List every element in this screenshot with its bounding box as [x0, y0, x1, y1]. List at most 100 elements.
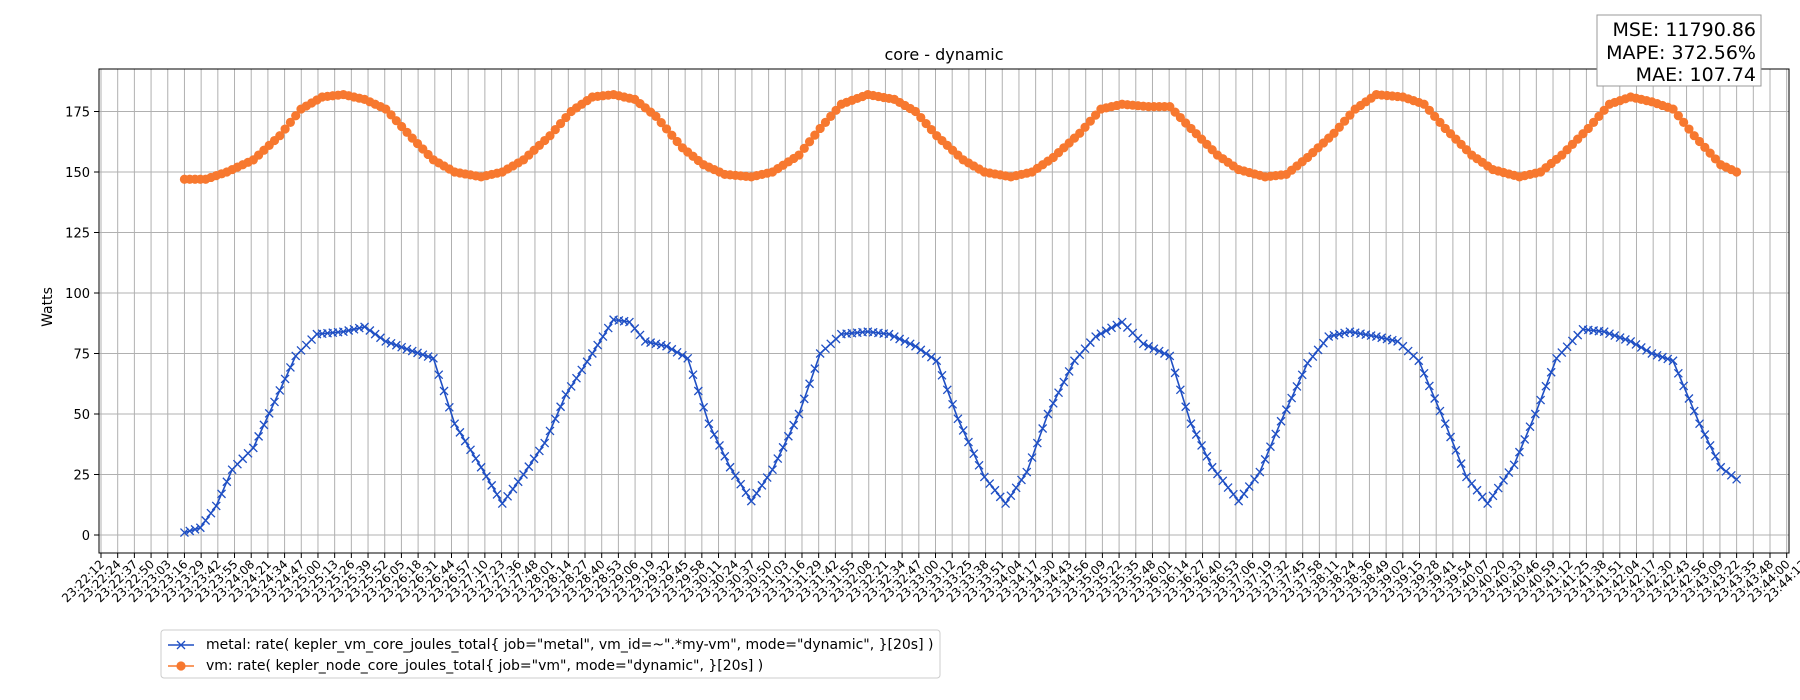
data-point: [1324, 332, 1334, 342]
data-point: [217, 489, 226, 499]
data-point: [1382, 334, 1392, 344]
data-point: [1101, 326, 1111, 336]
data-point: [1605, 329, 1614, 339]
data-point: [1138, 339, 1148, 349]
series-line: [184, 93, 1737, 181]
series-line: [184, 318, 1738, 534]
data-point: [1202, 451, 1212, 461]
data-point: [555, 119, 566, 129]
data-point: [1255, 467, 1265, 477]
data-point: [794, 150, 804, 160]
legend: metal: rate( kepler_vm_core_joules_total…: [160, 629, 941, 679]
data-point: [1244, 482, 1254, 492]
data-point: [778, 442, 788, 452]
data-point: [402, 127, 412, 137]
data-point: [1509, 460, 1519, 470]
data-point: [201, 516, 211, 525]
data-point: [1032, 438, 1042, 448]
data-point: [964, 437, 973, 447]
data-point: [1499, 475, 1508, 485]
data-point: [1022, 467, 1032, 477]
data-point: [995, 492, 1005, 502]
data-point: [222, 477, 232, 487]
data-point: [185, 526, 195, 536]
data-point: [360, 322, 370, 332]
data-point: [391, 340, 401, 350]
data-point: [1657, 352, 1667, 362]
data-point: [1006, 491, 1016, 501]
data-point: [810, 130, 820, 140]
data-point: [969, 449, 979, 459]
data-point: [1080, 122, 1090, 132]
data-point: [540, 438, 550, 448]
data-point: [1488, 491, 1498, 501]
data-point: [1329, 330, 1339, 340]
data-point: [905, 339, 915, 349]
data-point: [921, 349, 931, 358]
data-point: [1186, 419, 1196, 429]
data-point: [460, 436, 470, 446]
data-point: [1085, 116, 1095, 126]
data-point: [1345, 110, 1355, 120]
data-point: [1689, 406, 1699, 416]
data-point: [179, 528, 189, 538]
data-point: [1377, 333, 1387, 343]
data-point: [1684, 394, 1694, 403]
data-point: [291, 111, 301, 121]
data-point: [953, 414, 963, 424]
data-point: [1610, 331, 1620, 341]
data-point: [646, 338, 656, 348]
data-point: [1091, 110, 1101, 120]
data-point: [783, 431, 793, 441]
data-point: [958, 425, 968, 435]
data-point: [1541, 381, 1551, 391]
data-point: [603, 323, 613, 333]
data-point: [476, 462, 486, 472]
data-point: [910, 106, 921, 117]
data-point: [344, 326, 354, 335]
data-point: [418, 350, 428, 360]
data-point: [1334, 122, 1344, 132]
x-axis: 23:22:1223:22:2423:22:3723:22:5023:23:03…: [59, 553, 1800, 605]
data-point: [651, 339, 661, 349]
data-point: [1679, 381, 1689, 391]
data-point: [1313, 345, 1323, 355]
y-axis-label: Watts: [40, 287, 56, 327]
data-point: [1340, 328, 1350, 338]
data-point: [1091, 332, 1101, 342]
data-point: [1504, 468, 1514, 478]
data-point: [1424, 105, 1434, 115]
legend-line-vm: [168, 661, 194, 671]
data-point: [1536, 395, 1546, 405]
data-point: [1483, 499, 1493, 508]
data-point: [661, 124, 672, 134]
data-point: [799, 143, 809, 154]
data-point: [1292, 381, 1302, 391]
data-point: [1027, 453, 1037, 463]
data-point: [1419, 99, 1429, 109]
data-point: [598, 332, 608, 342]
data-point: [1668, 356, 1678, 366]
data-point: [699, 402, 709, 412]
data-point: [1530, 409, 1540, 419]
data-point: [1615, 333, 1625, 342]
data-point: [1594, 111, 1604, 121]
data-point: [789, 420, 799, 430]
data-point: [1149, 344, 1159, 354]
data-point: [190, 524, 200, 534]
data-point: [948, 399, 958, 409]
y-tick-label: 100: [65, 287, 90, 302]
data-point: [1112, 320, 1122, 330]
data-point: [259, 420, 269, 430]
data-point: [799, 394, 809, 404]
data-point: [926, 352, 936, 362]
data-point: [1732, 474, 1742, 484]
data-point: [1038, 424, 1048, 433]
data-point: [1514, 447, 1524, 457]
data-point: [805, 379, 815, 389]
data-point: [550, 414, 560, 424]
y-axis: 0 25 50 75 100 125 150 175: [65, 106, 99, 544]
legend-swatch-marker: [176, 661, 186, 671]
data-point: [640, 336, 650, 346]
data-point: [1430, 111, 1440, 121]
